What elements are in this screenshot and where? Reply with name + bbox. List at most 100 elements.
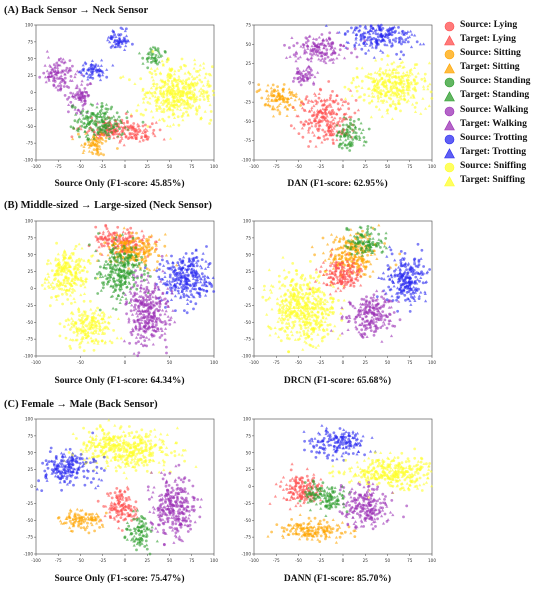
target-point xyxy=(388,68,392,72)
source-point xyxy=(112,329,115,332)
target-point xyxy=(45,69,49,73)
target-point xyxy=(314,94,318,97)
source-point xyxy=(143,278,146,282)
source-point xyxy=(171,109,175,112)
target-point xyxy=(317,35,321,39)
target-point xyxy=(284,321,288,325)
target-point xyxy=(114,35,118,38)
source-point xyxy=(88,243,91,247)
source-point xyxy=(317,124,321,128)
target-point xyxy=(147,251,151,255)
target-point xyxy=(77,342,81,346)
source-point xyxy=(165,351,168,355)
source-point xyxy=(158,318,162,322)
source-point xyxy=(206,94,209,98)
x-tick-label: 0 xyxy=(342,164,345,169)
source-point xyxy=(192,270,196,273)
target-point xyxy=(128,287,133,291)
target-point xyxy=(152,313,156,317)
source-point xyxy=(155,323,158,327)
y-tick-label: -25 xyxy=(244,100,251,105)
target-point xyxy=(84,317,88,321)
source-point xyxy=(63,265,67,268)
source-point xyxy=(125,116,129,120)
target-point xyxy=(123,265,127,269)
source-point xyxy=(64,253,68,257)
source-point xyxy=(346,30,350,33)
source-point xyxy=(338,48,342,52)
source-point xyxy=(402,53,405,57)
target-point xyxy=(157,287,161,291)
source-point xyxy=(56,88,60,92)
target-point xyxy=(195,109,199,113)
target-point xyxy=(56,252,60,256)
target-point xyxy=(299,275,303,279)
source-point xyxy=(343,32,347,35)
target-point xyxy=(316,343,320,347)
target-point xyxy=(77,317,81,321)
source-point xyxy=(406,40,410,44)
source-point xyxy=(315,38,318,41)
target-point xyxy=(183,275,187,278)
target-point xyxy=(147,312,151,315)
source-point xyxy=(296,67,299,70)
source-point xyxy=(415,40,419,44)
target-point xyxy=(185,298,190,301)
target-point xyxy=(128,271,132,275)
target-point xyxy=(305,78,309,82)
target-point xyxy=(426,87,430,91)
source-point xyxy=(346,102,350,105)
target-point xyxy=(198,264,203,268)
target-point xyxy=(172,116,177,119)
target-point xyxy=(374,58,378,62)
target-point xyxy=(333,116,337,120)
target-point xyxy=(113,230,117,234)
source-point xyxy=(176,99,179,102)
source-point xyxy=(151,56,155,60)
target-point xyxy=(87,121,91,125)
target-point xyxy=(116,244,120,247)
target-point xyxy=(290,333,294,337)
source-point xyxy=(286,327,290,330)
target-point xyxy=(372,56,376,59)
markers xyxy=(255,23,434,152)
target-point xyxy=(277,97,281,100)
target-point xyxy=(54,85,58,89)
source-point xyxy=(263,103,267,107)
source-point xyxy=(96,306,99,310)
source-point xyxy=(320,33,324,36)
source-point xyxy=(96,340,100,343)
source-point xyxy=(312,42,316,46)
target-point xyxy=(413,87,417,91)
target-point xyxy=(80,339,84,343)
target-point xyxy=(277,311,281,314)
source-point xyxy=(104,267,108,270)
source-point xyxy=(404,298,407,302)
source-point xyxy=(137,304,141,308)
source-point xyxy=(153,69,157,73)
target-point xyxy=(180,100,185,104)
source-point xyxy=(75,259,79,262)
source-point xyxy=(127,253,131,257)
target-point xyxy=(281,94,285,98)
source-point xyxy=(114,264,118,268)
source-point xyxy=(171,95,175,99)
target-point xyxy=(45,277,49,281)
source-point xyxy=(67,110,70,114)
target-point xyxy=(162,137,166,141)
source-point xyxy=(107,128,111,131)
source-point xyxy=(118,288,122,292)
target-point xyxy=(108,40,112,44)
target-point xyxy=(377,85,381,88)
source-point xyxy=(337,145,341,149)
source-point xyxy=(146,271,150,275)
target-point xyxy=(302,78,306,82)
target-point xyxy=(401,60,405,64)
source-point xyxy=(297,316,301,319)
source-point xyxy=(372,333,376,337)
source-point xyxy=(158,262,162,266)
source-point xyxy=(182,112,185,115)
target-point xyxy=(163,79,167,83)
source-point xyxy=(83,328,87,332)
target-point xyxy=(123,48,127,51)
